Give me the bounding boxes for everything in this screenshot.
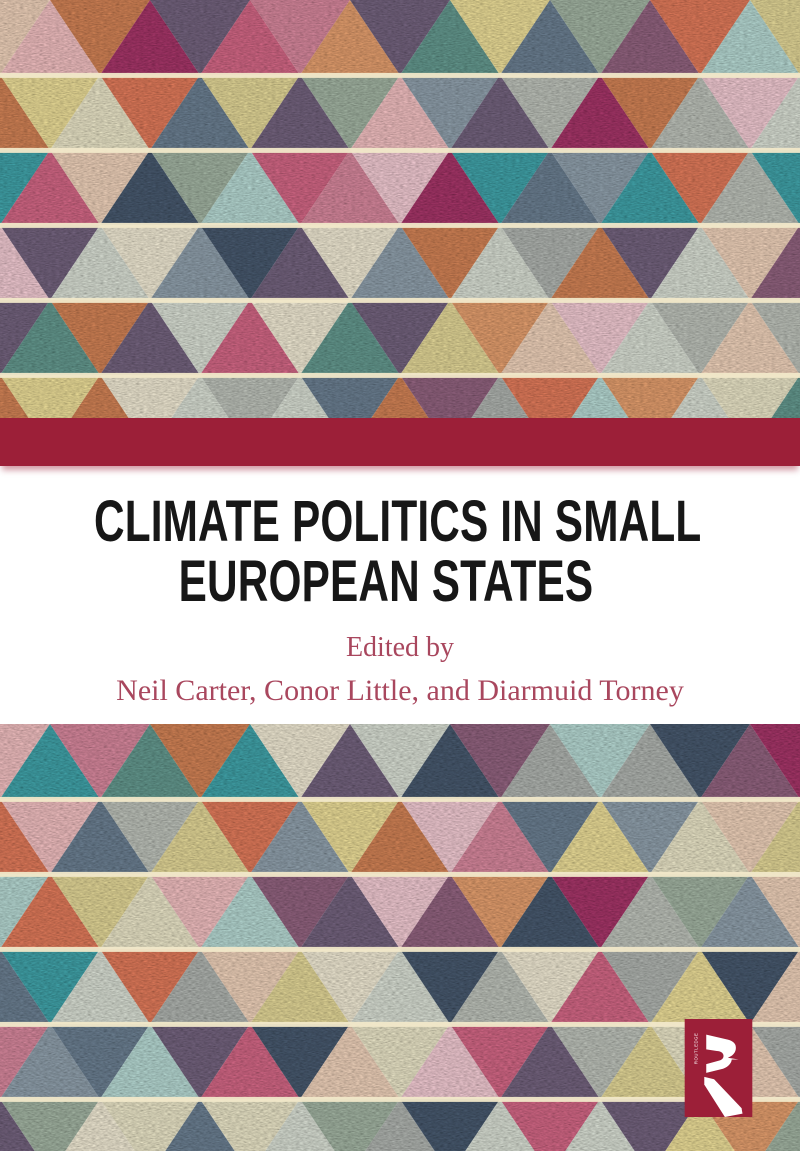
svg-text:ROUTLEDGE: ROUTLEDGE [693, 1033, 698, 1065]
